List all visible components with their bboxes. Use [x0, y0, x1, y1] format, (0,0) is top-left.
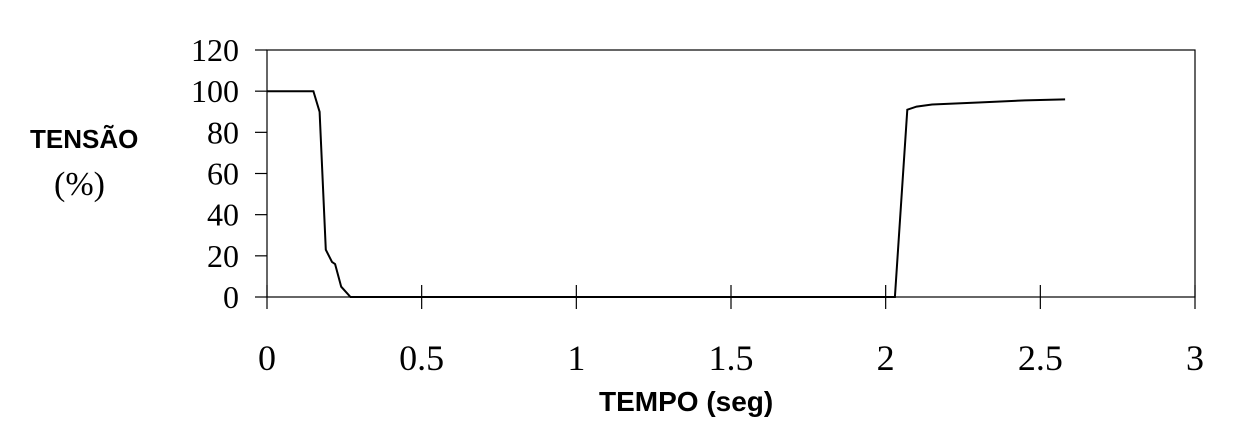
y-tick-label: 80	[207, 114, 239, 150]
y-axis-ticks: 0 20 40 60 80 100 120	[191, 32, 267, 315]
y-tick-label: 40	[207, 197, 239, 233]
x-tick-label: 3	[1186, 338, 1204, 378]
x-tick-label: 2	[877, 338, 895, 378]
x-axis-ticks: 0 0.5 1 1.5 2 2.5 3	[258, 285, 1204, 378]
x-tick-label: 0	[258, 338, 276, 378]
plot-area-frame	[266, 49, 1196, 298]
x-tick-label: 1.5	[709, 338, 754, 378]
y-axis-unit-label: (%)	[54, 166, 105, 203]
x-tick-label: 1	[567, 338, 585, 378]
series-line	[267, 90, 1066, 298]
y-tick-label: 60	[207, 156, 239, 192]
y-tick-label: 0	[223, 279, 239, 315]
y-tick-label: 20	[207, 238, 239, 274]
y-tick-label: 120	[191, 32, 239, 68]
y-tick-label: 100	[191, 73, 239, 109]
x-tick-label: 0.5	[399, 338, 444, 378]
x-tick-label: 2.5	[1018, 338, 1063, 378]
y-axis-label: TENSÃO	[30, 124, 139, 154]
x-axis-label: TEMPO (seg)	[599, 386, 774, 417]
